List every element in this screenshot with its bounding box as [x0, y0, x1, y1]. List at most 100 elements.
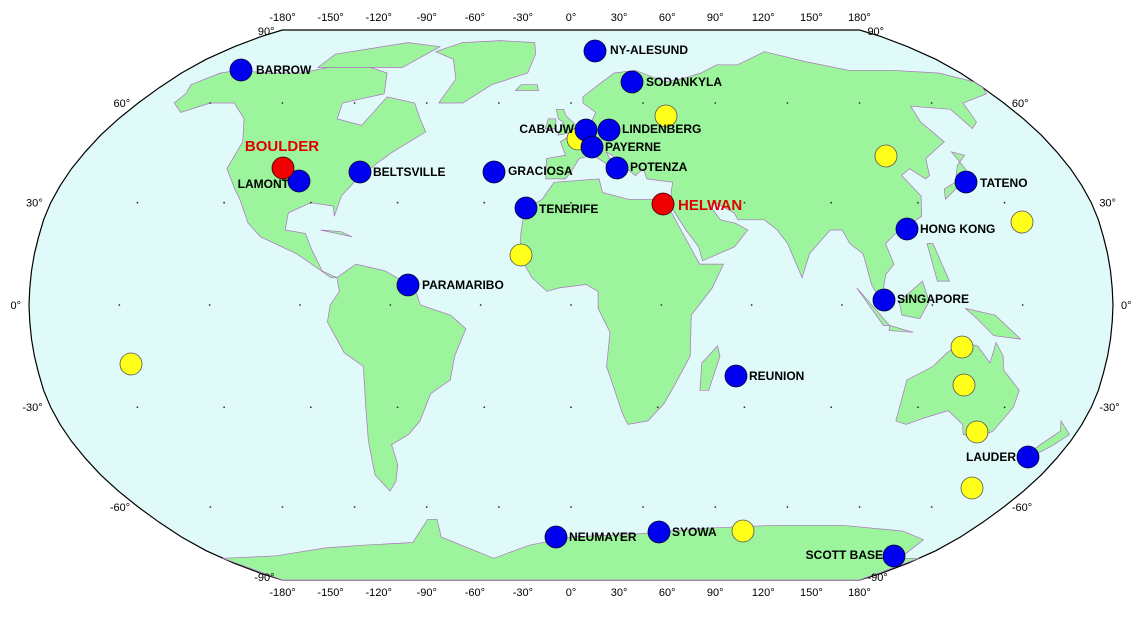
station-marker: [882, 544, 906, 568]
station-label: CABAUW: [519, 122, 574, 136]
graticule-dot: [396, 406, 399, 409]
graticule-dot: [750, 304, 753, 306]
station-label: LINDENBERG: [622, 122, 701, 136]
lon-label: 60°: [659, 587, 676, 599]
lon-label: -120°: [365, 587, 391, 599]
yellow-station: [965, 420, 989, 444]
lat-label: 60°: [1012, 98, 1029, 110]
graticule-dot: [714, 102, 717, 104]
graticule-dot: [743, 406, 746, 409]
station-marker: [482, 160, 506, 184]
yellow-station: [952, 373, 976, 397]
landmass: [699, 345, 721, 391]
station-label: NY-ALESUND: [610, 43, 688, 57]
landmass: [965, 308, 1022, 340]
graticule-dot: [858, 506, 861, 508]
landmass: [320, 229, 353, 238]
graticule-dot: [497, 102, 500, 104]
station-marker: [895, 217, 919, 241]
graticule-dot: [858, 102, 861, 104]
landmass: [434, 40, 536, 104]
highlighted-station-marker: [651, 192, 675, 216]
yellow-station: [874, 144, 898, 168]
lat-label: -30°: [22, 402, 42, 414]
station-marker: [620, 70, 644, 94]
lon-label: -30°: [513, 12, 533, 24]
station-marker: [514, 196, 538, 220]
graticule-dot: [479, 304, 482, 306]
highlighted-station-label: HELWAN: [678, 197, 742, 214]
station-marker: [287, 169, 311, 193]
station-marker: [724, 364, 748, 388]
graticule-dot: [714, 506, 717, 508]
graticule-dot: [570, 506, 572, 508]
station-label: HONG KONG: [920, 222, 995, 236]
station-marker: [647, 520, 671, 544]
graticule-dot: [786, 506, 789, 508]
graticule-dot: [570, 102, 572, 104]
station-label: BELTSVILLE: [373, 165, 445, 179]
station-marker: [605, 156, 629, 180]
station-label: PAYERNE: [605, 140, 661, 154]
graticule-dot: [209, 102, 212, 104]
lon-label: -90°: [417, 587, 437, 599]
lat-label: 30°: [1099, 198, 1116, 210]
graticule-dot: [830, 201, 833, 204]
landmass: [888, 325, 914, 333]
lat-label: -30°: [1099, 402, 1119, 414]
station-marker: [1016, 445, 1040, 469]
graticule-dot: [841, 304, 843, 306]
station-marker: [396, 273, 420, 297]
lon-label: -150°: [317, 587, 343, 599]
graticule-dot: [660, 304, 663, 306]
landmass: [327, 263, 467, 492]
graticule-dot: [396, 201, 399, 204]
lat-label: 90°: [867, 26, 884, 38]
graticule-dot: [916, 406, 919, 409]
graticule-dot: [930, 102, 933, 104]
lon-label: 0°: [566, 12, 577, 24]
stations: BARROW NY-ALESUND SODANKYLA CABAUW LINDENBER…: [119, 39, 1040, 568]
yellow-station: [119, 352, 143, 376]
station-label: POTENZA: [630, 160, 688, 174]
lon-label: 30°: [611, 587, 628, 599]
graticule-dot: [930, 506, 933, 508]
graticule-dot: [642, 102, 645, 104]
station-marker: [348, 160, 372, 184]
station-label: TATENO: [980, 176, 1028, 190]
station-marker: [597, 118, 621, 142]
graticule-dot: [425, 506, 428, 508]
axis-labels: -180° -150° -120° -90° -60° -30° 0° 30° 60° 90° 12…: [10, 12, 1131, 599]
graticule-dot: [209, 506, 212, 508]
lon-label: 90°: [707, 587, 724, 599]
station-marker: [544, 525, 568, 549]
station-marker: [872, 288, 896, 312]
graticule-dot: [483, 406, 486, 409]
graticule-dot: [642, 506, 645, 508]
station-label: BARROW: [256, 63, 312, 77]
highlighted-station-label: BOULDER: [245, 138, 319, 155]
station-marker: [583, 39, 607, 63]
lat-label: -60°: [1012, 502, 1032, 514]
graticule-dot: [570, 201, 572, 204]
station-label: REUNION: [749, 369, 804, 383]
graticule-dot: [353, 102, 356, 104]
graticule-dot: [299, 304, 301, 306]
yellow-station: [950, 335, 974, 359]
graticule-dot: [136, 406, 139, 409]
station-marker: [580, 135, 604, 159]
station-label: SCOTT BASE: [806, 548, 883, 562]
graticule-dot: [483, 201, 486, 204]
graticule-dot: [281, 102, 284, 104]
lat-label: 60°: [114, 98, 131, 110]
graticule: [118, 102, 1024, 508]
lat-label: 90°: [258, 26, 275, 38]
yellow-station: [1010, 210, 1034, 234]
lon-label: 180°: [848, 587, 871, 599]
graticule-dot: [1021, 304, 1024, 306]
lat-label: 30°: [26, 198, 43, 210]
lat-label: -90°: [867, 572, 887, 584]
graticule-dot: [570, 304, 572, 306]
lon-label: 150°: [800, 12, 823, 24]
graticule-dot: [389, 304, 392, 306]
